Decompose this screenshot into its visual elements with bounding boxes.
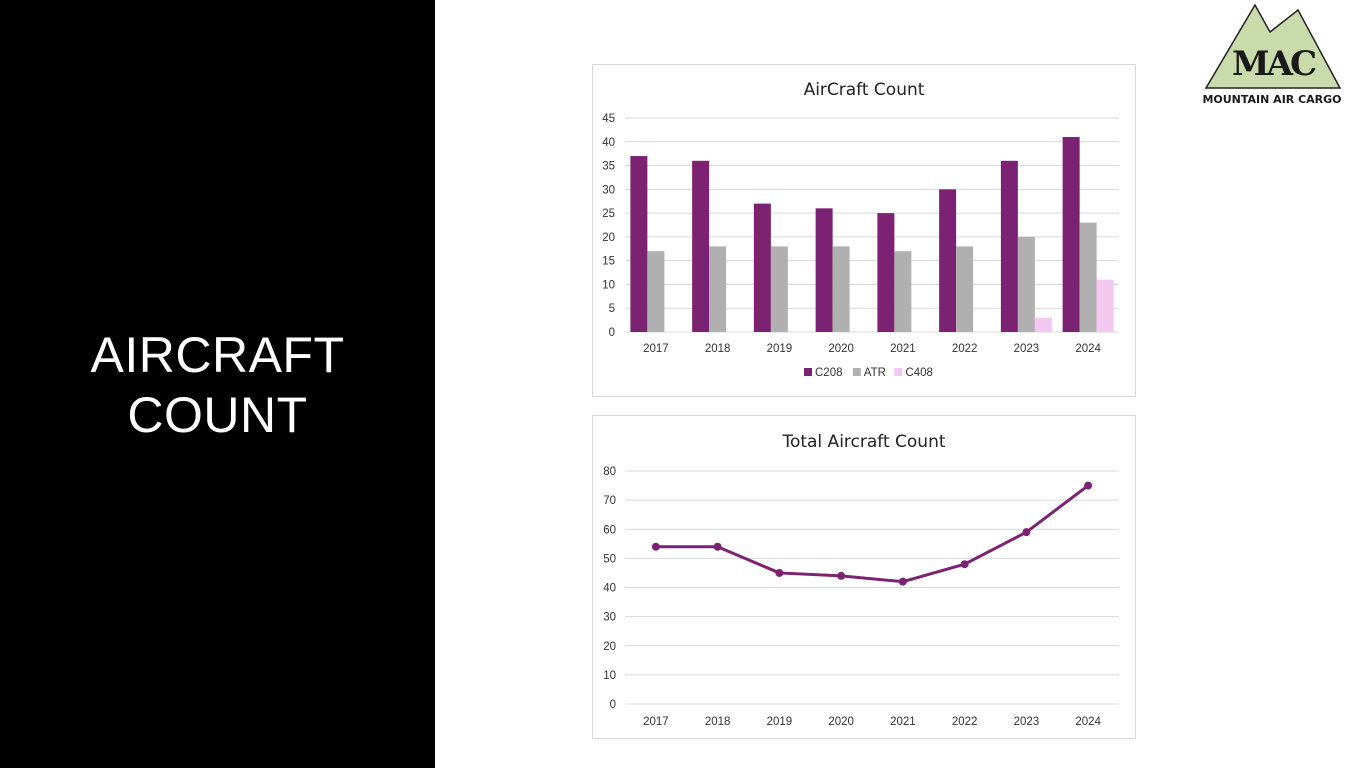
- logo-company-name: MOUNTAIN AIR CARGO: [1202, 93, 1341, 106]
- slide-title-line-2: COUNT: [127, 387, 308, 443]
- bar-atr-2021: [894, 251, 912, 332]
- x-tick-label: 2020: [828, 716, 854, 728]
- bar-c208-2021: [877, 213, 895, 332]
- point-2020: [837, 571, 846, 580]
- x-tick-label: 2024: [1075, 343, 1101, 355]
- bar-atr-2023: [1017, 236, 1035, 332]
- line-chart-svg: Total Aircraft Count 0 10 20 30 40 50 60 70 80 2…: [603, 432, 1119, 728]
- x-tick-label: 2022: [952, 716, 978, 728]
- y-tick-label: 50: [603, 553, 616, 565]
- y-tick-label: 0: [609, 327, 615, 339]
- x-tick-label: 2023: [1014, 343, 1040, 355]
- bar-c208-2017: [630, 156, 648, 332]
- x-tick-label: 2017: [643, 343, 669, 355]
- point-2017: [651, 542, 660, 551]
- bar-chart-svg: AirCraft Count 0 5 10 15 20 25 30 35 40 45 2017 20…: [602, 80, 1119, 379]
- bar-c208-2024: [1062, 137, 1080, 332]
- aircraft-count-bar-chart: AirCraft Count 0 5 10 15 20 25 30 35 40 45 2017 20…: [592, 64, 1136, 397]
- point-2022: [960, 560, 969, 569]
- y-tick-label: 45: [602, 113, 615, 125]
- legend-label-atr: ATR: [864, 367, 886, 379]
- x-tick-label: 2023: [1014, 716, 1040, 728]
- y-tick-label: 40: [602, 137, 615, 149]
- point-2021: [898, 577, 907, 586]
- y-tick-label: 30: [602, 184, 615, 196]
- y-tick-label: 60: [603, 524, 616, 536]
- bar-c208-2020: [815, 208, 833, 332]
- point-2024: [1084, 481, 1093, 490]
- x-tick-label: 2018: [705, 716, 731, 728]
- legend-swatch-c408: [894, 368, 903, 376]
- x-tick-label: 2022: [952, 343, 978, 355]
- legend-swatch-c208: [804, 368, 812, 376]
- legend-swatch-atr: [852, 368, 861, 376]
- legend-label-c408: C408: [905, 367, 933, 379]
- y-tick-label: 20: [602, 232, 615, 244]
- y-tick-label: 15: [602, 256, 615, 268]
- legend-label-c208: C208: [815, 367, 843, 379]
- chart-title: AirCraft Count: [804, 80, 925, 100]
- y-tick-label: 0: [610, 699, 616, 711]
- total-aircraft-line-chart: Total Aircraft Count 0 10 20 30 40 50 60 70 80 2…: [592, 415, 1136, 739]
- mountain-shape: [1204, 3, 1342, 89]
- x-tick-label: 2020: [828, 343, 854, 355]
- company-logo: MAC MOUNTAIN AIR CARGO: [1200, 2, 1345, 110]
- bar-c408-2023: [1034, 317, 1052, 332]
- x-tick-label: 2018: [705, 343, 731, 355]
- bar-atr-2024: [1079, 222, 1097, 332]
- y-tick-label: 25: [602, 208, 615, 220]
- y-tick-label: 5: [609, 303, 615, 315]
- logo-monogram: MAC: [1232, 44, 1316, 84]
- y-tick-label: 30: [603, 612, 616, 624]
- bar-c208-2018: [692, 160, 710, 332]
- bar-atr-2020: [832, 246, 850, 332]
- bar-atr-2017: [647, 251, 665, 332]
- x-tick-label: 2017: [643, 716, 669, 728]
- bar-c408-2024: [1096, 279, 1114, 332]
- y-tick-label: 70: [603, 495, 616, 507]
- slide-title: AIRCRAFT COUNT: [0, 325, 435, 445]
- x-tick-label: 2021: [890, 716, 916, 728]
- series-line-total: [655, 484, 1090, 584]
- bar-c208-2022: [939, 189, 957, 332]
- y-tick-label: 20: [603, 641, 616, 653]
- point-2018: [713, 542, 722, 551]
- y-tick-label: 10: [602, 279, 615, 291]
- x-tick-label: 2019: [767, 716, 793, 728]
- x-tick-label: 2024: [1075, 716, 1101, 728]
- y-tick-label: 35: [602, 161, 615, 173]
- slide-title-line-1: AIRCRAFT: [90, 327, 345, 383]
- x-tick-label: 2019: [767, 343, 793, 355]
- y-tick-label: 80: [603, 466, 616, 478]
- y-tick-label: 40: [603, 583, 616, 595]
- x-tick-label: 2021: [890, 343, 916, 355]
- point-2023: [1022, 528, 1031, 537]
- chart-title: Total Aircraft Count: [781, 432, 945, 452]
- bar-c208-2019: [753, 203, 771, 332]
- y-tick-label: 10: [603, 670, 616, 682]
- point-2019: [775, 568, 784, 577]
- bar-atr-2018: [709, 246, 727, 332]
- bar-atr-2022: [956, 246, 974, 332]
- bar-c208-2023: [1000, 160, 1018, 332]
- bar-atr-2019: [770, 246, 788, 332]
- title-panel: AIRCRAFT COUNT: [0, 0, 435, 768]
- mountain-logo-graphic: MAC MOUNTAIN AIR CARGO: [1202, 3, 1342, 106]
